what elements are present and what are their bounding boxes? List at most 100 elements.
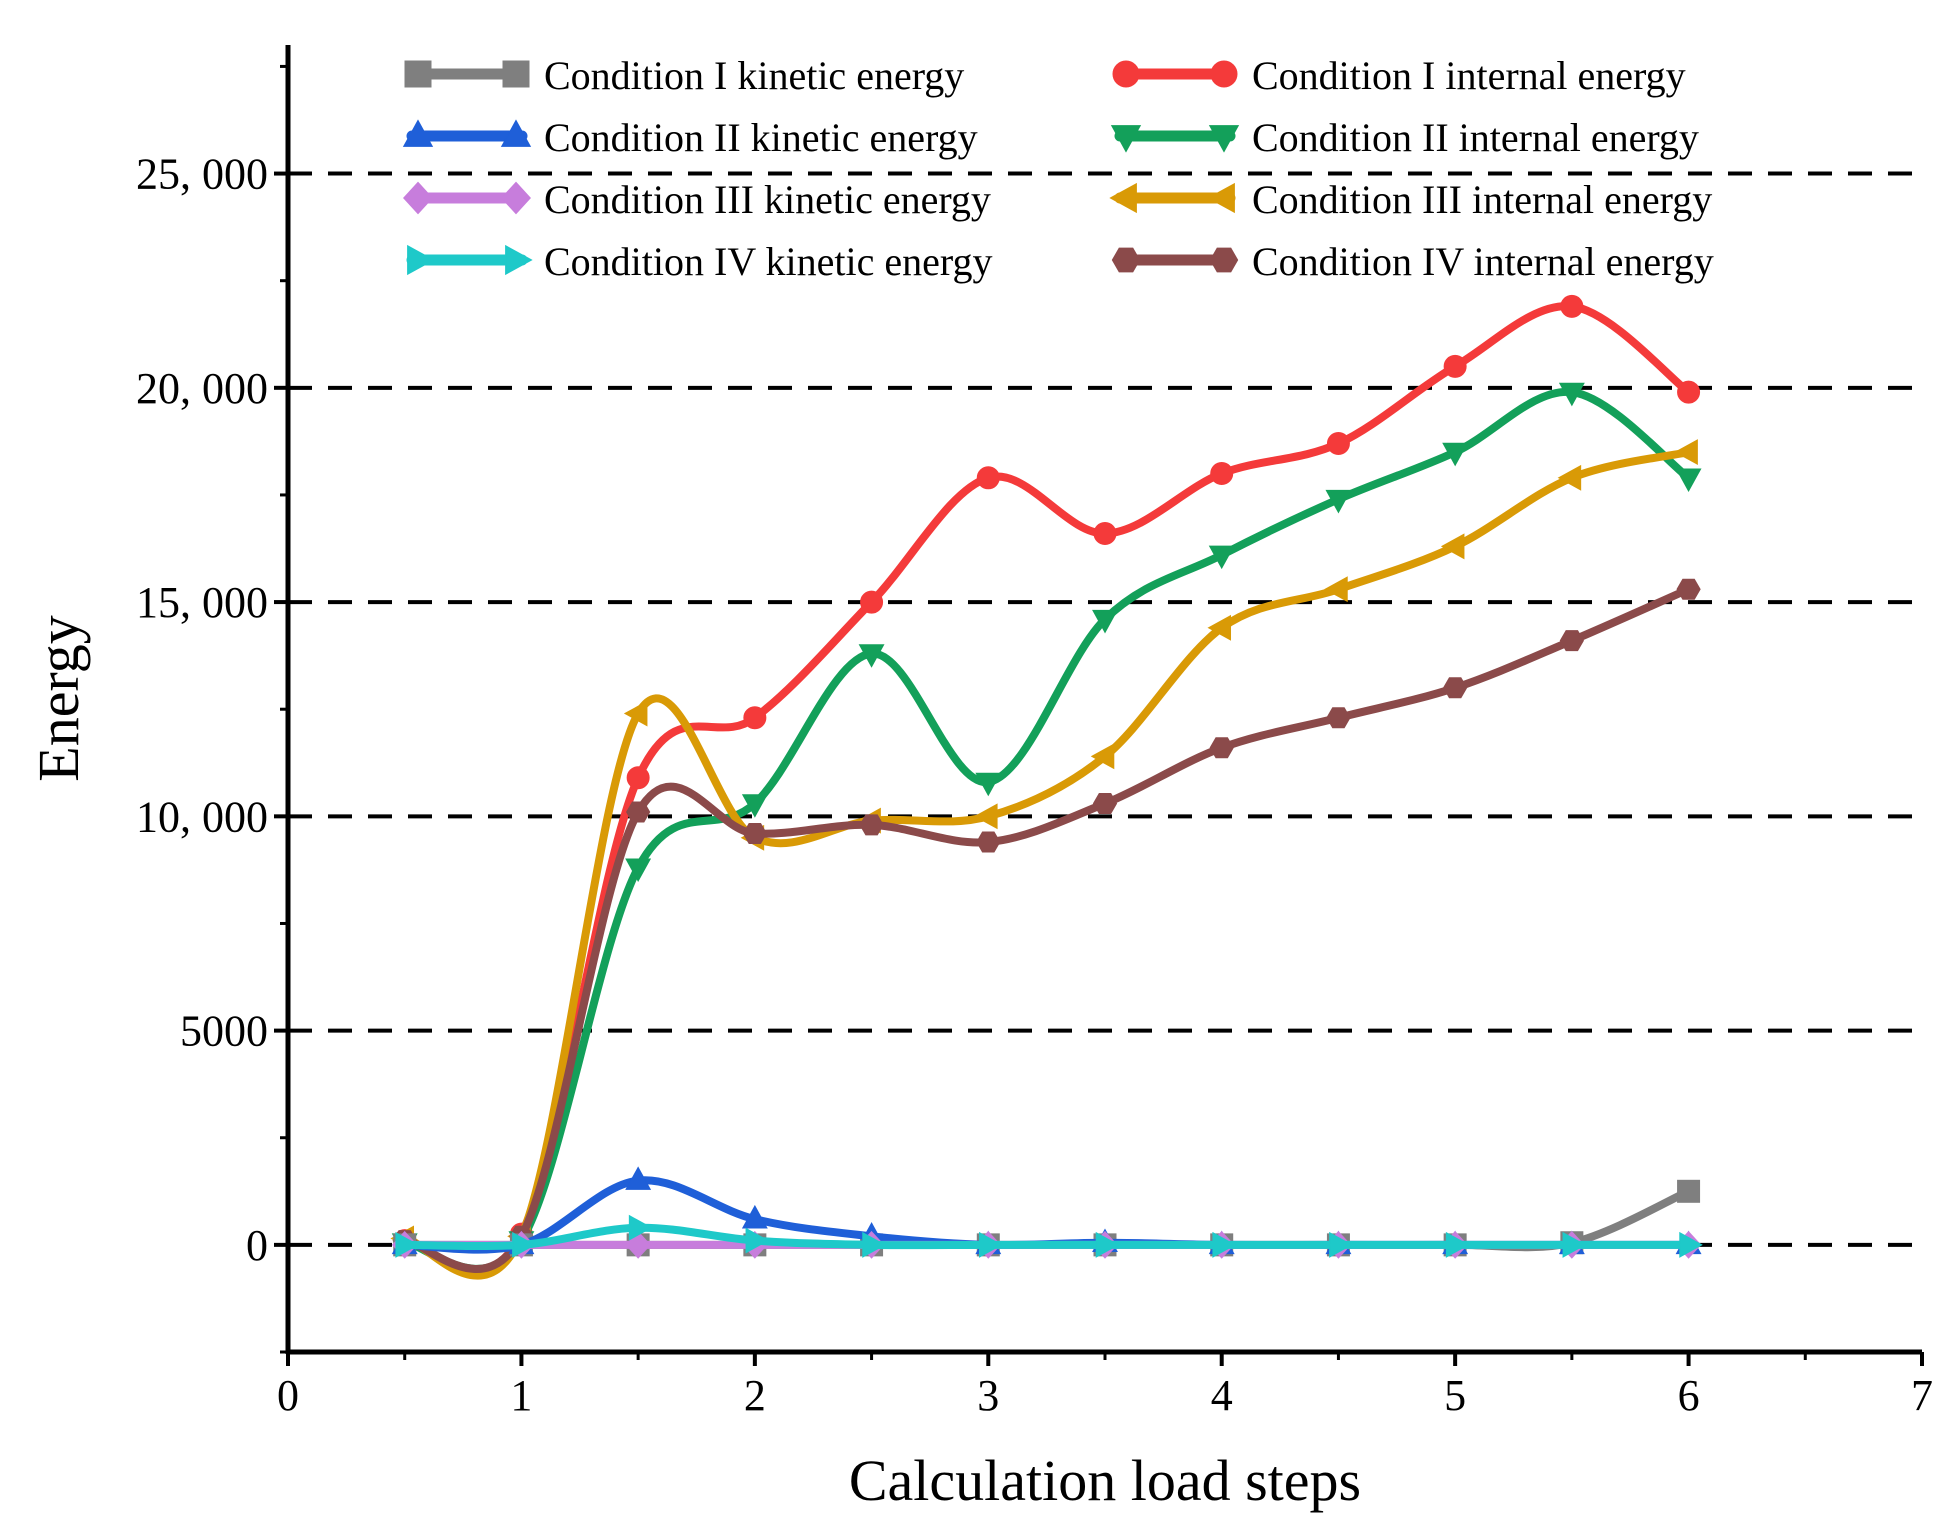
legend-marker-right-2 (500, 119, 532, 147)
data-point-s5-6 (1090, 743, 1115, 770)
data-point-s6-8 (1329, 1231, 1353, 1258)
data-point-s3-7 (1208, 545, 1235, 570)
legend-marker-left-7 (1111, 247, 1141, 273)
data-point-s4-2 (625, 1230, 651, 1259)
data-point-s1-2 (626, 766, 650, 790)
data-point-s7-9 (1443, 677, 1468, 699)
data-point-s7-10 (1559, 630, 1584, 652)
data-point-s1-11 (1677, 380, 1701, 404)
legend-marker-left-6 (407, 244, 435, 276)
data-point-s7-11 (1676, 578, 1701, 600)
y-tick-label-3: 15, 000 (136, 578, 268, 627)
data-point-s7-5 (976, 831, 1001, 853)
series-2 (391, 1166, 1702, 1255)
data-point-s1-9 (1443, 354, 1467, 378)
axes (274, 45, 1924, 1366)
legend-label-5: Condition III internal energy (1252, 177, 1712, 222)
legend-marker-right-3 (1208, 125, 1240, 153)
grid-lines (288, 171, 1922, 1247)
series-7 (392, 578, 1701, 1273)
data-point-s5-7 (1207, 614, 1232, 641)
legend-marker-left-1 (1112, 60, 1140, 88)
x-tick-label-0: 0 (277, 1371, 299, 1420)
x-tick-label-2: 2 (744, 1371, 766, 1420)
legend-item-6: Condition IV kinetic energy (406, 239, 992, 284)
legend-label-7: Condition IV internal energy (1252, 239, 1714, 284)
data-point-s7-3 (742, 822, 767, 844)
legend-marker-right-5 (1207, 182, 1235, 214)
data-point-s1-7 (1210, 462, 1234, 486)
legend-marker-left-2 (402, 119, 434, 147)
y-tick-label-2: 10, 000 (136, 792, 268, 841)
y-tick-label-1: 5000 (180, 1007, 268, 1056)
legend: Condition I kinetic energy Condition II k… (402, 53, 1714, 284)
data-point-s3-4 (858, 644, 885, 668)
legend-marker-right-4 (501, 181, 531, 215)
data-point-s2-2 (625, 1166, 652, 1190)
series-5 (390, 439, 1698, 1280)
series-6 (395, 1214, 1703, 1258)
x-axis-title: Calculation load steps (849, 1448, 1361, 1513)
legend-item-1: Condition I internal energy (1112, 53, 1686, 98)
data-point-s7-8 (1326, 707, 1351, 729)
legend-item-0: Condition I kinetic energy (404, 53, 964, 98)
series-line-5 (400, 448, 1693, 1280)
data-point-s6-6 (1095, 1231, 1120, 1258)
data-point-s3-11 (1675, 468, 1702, 493)
data-point-s3-10 (1558, 382, 1585, 407)
legend-label-3: Condition II internal energy (1252, 115, 1699, 160)
legend-marker-right-1 (1210, 60, 1238, 88)
data-point-s5-5 (974, 803, 998, 830)
data-point-s1-8 (1326, 432, 1350, 456)
data-point-s5-2 (623, 700, 648, 727)
legend-marker-left-5 (1109, 182, 1137, 214)
data-point-s6-9 (1445, 1231, 1470, 1258)
data-point-s7-2 (626, 801, 651, 823)
data-point-s1-3 (743, 706, 767, 730)
series-1 (393, 294, 1701, 1274)
y-tick-label-0: 0 (246, 1221, 268, 1270)
data-point-s5-11 (1674, 439, 1698, 466)
legend-marker-left-0 (404, 60, 432, 88)
data-point-s7-7 (1209, 737, 1234, 759)
legend-marker-right-7 (1209, 247, 1239, 273)
legend-item-7: Condition IV internal energy (1111, 239, 1714, 284)
data-point-s6-3 (745, 1227, 770, 1254)
data-point-s3-5 (975, 772, 1002, 797)
y-tick-label-4: 20, 000 (136, 364, 268, 413)
data-point-s5-9 (1440, 533, 1465, 560)
legend-marker-left-4 (403, 181, 433, 215)
x-tick-label-3: 3 (977, 1371, 999, 1420)
x-tick-label-1: 1 (510, 1371, 532, 1420)
data-point-s3-6 (1092, 609, 1118, 634)
data-point-s2-3 (741, 1204, 768, 1229)
legend-label-0: Condition I kinetic energy (544, 53, 964, 98)
legend-item-5: Condition III internal energy (1109, 177, 1712, 222)
data-point-s6-5 (978, 1231, 1003, 1258)
data-point-s6-10 (1562, 1231, 1587, 1258)
data-point-s6-2 (628, 1214, 653, 1241)
legend-item-2: Condition II kinetic energy (402, 115, 978, 160)
legend-item-4: Condition III kinetic energy (403, 177, 991, 222)
y-tick-label-5: 25, 000 (136, 150, 268, 199)
series-line-7 (400, 585, 1693, 1273)
data-point-s1-10 (1560, 294, 1584, 318)
legend-item-3: Condition II internal energy (1110, 115, 1699, 160)
data-point-s0-11 (1677, 1179, 1701, 1203)
data-point-s5-8 (1324, 576, 1348, 603)
series-line-1 (400, 302, 1693, 1274)
data-point-s3-3 (741, 794, 768, 818)
data-point-s6-1 (512, 1231, 536, 1258)
x-tick-label-4: 4 (1211, 1371, 1233, 1420)
series-line-2 (400, 1176, 1693, 1254)
data-point-s3-8 (1325, 489, 1352, 514)
x-tick-label-6: 6 (1678, 1371, 1700, 1420)
legend-label-2: Condition II kinetic energy (544, 115, 978, 160)
data-point-s7-6 (1092, 792, 1118, 814)
legend-label-6: Condition IV kinetic energy (544, 239, 992, 284)
data-point-s6-7 (1212, 1231, 1236, 1258)
data-point-s1-4 (860, 590, 884, 614)
legend-marker-right-0 (502, 60, 530, 88)
data-point-s3-9 (1442, 442, 1469, 467)
